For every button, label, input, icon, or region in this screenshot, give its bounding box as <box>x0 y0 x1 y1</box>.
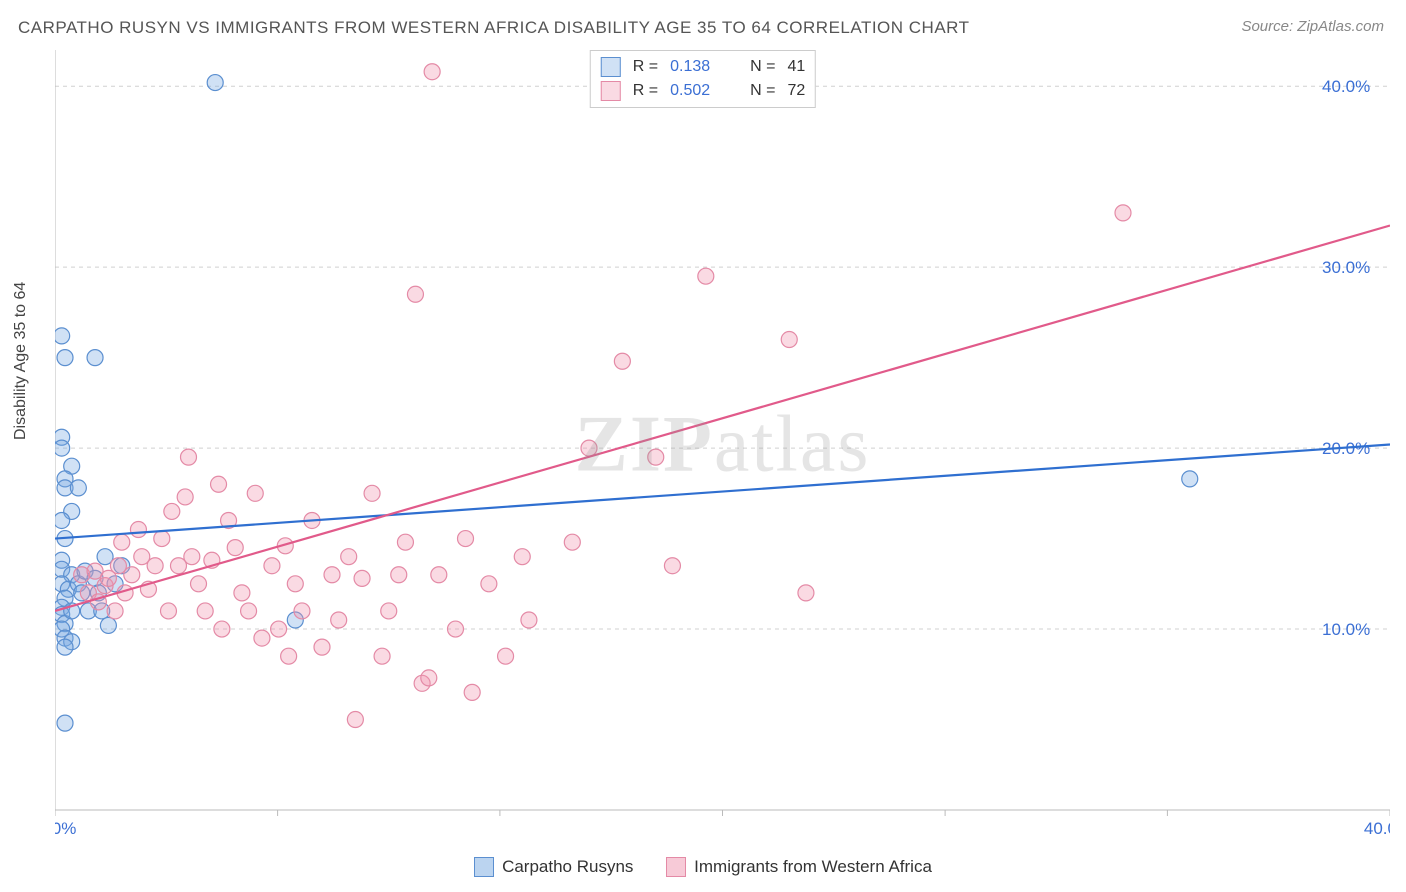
chart-area: 10.0%20.0%30.0%40.0%0.0%40.0% ZIPatlas <box>55 50 1390 840</box>
r-label: R = <box>633 82 658 100</box>
legend-swatch-pink <box>601 81 621 101</box>
r-value-pink: 0.502 <box>670 82 730 100</box>
svg-text:30.0%: 30.0% <box>1322 258 1370 277</box>
legend-swatch-blue <box>601 57 621 77</box>
series-legend: Carpatho Rusyns Immigrants from Western … <box>0 857 1406 882</box>
legend-label-blue: Carpatho Rusyns <box>502 857 633 877</box>
svg-text:0.0%: 0.0% <box>55 819 76 838</box>
y-axis-label: Disability Age 35 to 64 <box>12 282 30 440</box>
legend-item-pink: Immigrants from Western Africa <box>666 857 932 877</box>
legend-item-blue: Carpatho Rusyns <box>474 857 633 877</box>
legend-swatch-blue-bottom <box>474 857 494 877</box>
legend-row-pink: R = 0.502 N = 72 <box>601 79 805 103</box>
n-label: N = <box>750 58 775 76</box>
svg-text:10.0%: 10.0% <box>1322 620 1370 639</box>
r-label: R = <box>633 58 658 76</box>
svg-text:40.0%: 40.0% <box>1364 819 1390 838</box>
source-attribution: Source: ZipAtlas.com <box>1241 18 1384 35</box>
scatter-plot: 10.0%20.0%30.0%40.0%0.0%40.0% <box>55 50 1390 840</box>
n-value-blue: 41 <box>787 58 805 76</box>
legend-swatch-pink-bottom <box>666 857 686 877</box>
correlation-legend: R = 0.138 N = 41 R = 0.502 N = 72 <box>590 50 816 108</box>
legend-label-pink: Immigrants from Western Africa <box>694 857 932 877</box>
r-value-blue: 0.138 <box>670 58 730 76</box>
svg-text:40.0%: 40.0% <box>1322 77 1370 96</box>
legend-row-blue: R = 0.138 N = 41 <box>601 55 805 79</box>
chart-title: CARPATHO RUSYN VS IMMIGRANTS FROM WESTER… <box>18 18 970 38</box>
n-label: N = <box>750 82 775 100</box>
n-value-pink: 72 <box>787 82 805 100</box>
